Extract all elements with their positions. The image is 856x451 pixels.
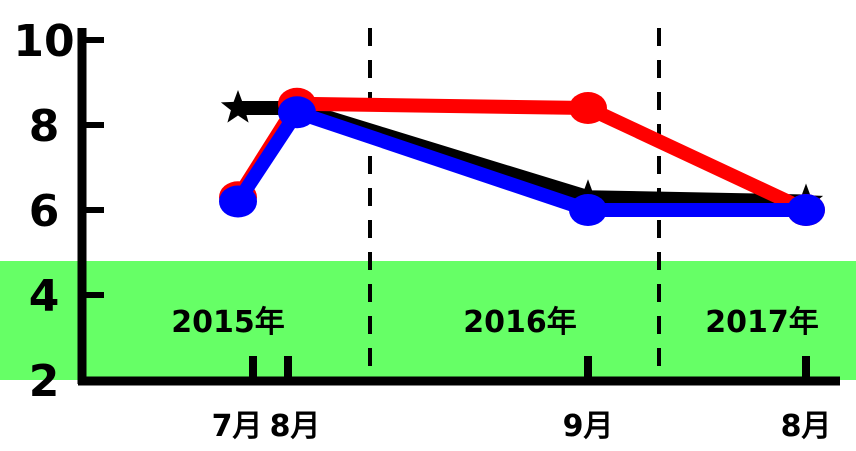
y-tick-label: 6 — [29, 186, 60, 237]
series-point — [569, 194, 607, 226]
y-tick-label: 8 — [29, 101, 60, 152]
x-tick-label: 8月 — [781, 409, 832, 444]
highlight-band — [0, 261, 856, 380]
year-band-label: 2017年 — [705, 305, 819, 340]
axes — [77, 28, 840, 386]
series-line — [231, 101, 813, 209]
x-tick-label: 9月 — [563, 409, 614, 444]
year-band-label: 2015年 — [171, 305, 285, 340]
y-tick-label: 2 — [29, 356, 60, 407]
year-band-label: 2016年 — [463, 305, 577, 340]
series-point — [787, 194, 825, 226]
x-tick-label: 7月 — [212, 409, 263, 444]
series-point — [219, 185, 257, 218]
y-tick-label: 10 — [13, 16, 74, 67]
series-point — [569, 92, 607, 124]
series-layer — [219, 87, 825, 226]
x-tick-label: 8月 — [270, 409, 321, 444]
series-3 — [219, 96, 825, 226]
y-tick-label: 4 — [29, 271, 60, 322]
series-point — [220, 90, 256, 123]
series-point — [278, 96, 316, 129]
series-line — [231, 105, 813, 217]
